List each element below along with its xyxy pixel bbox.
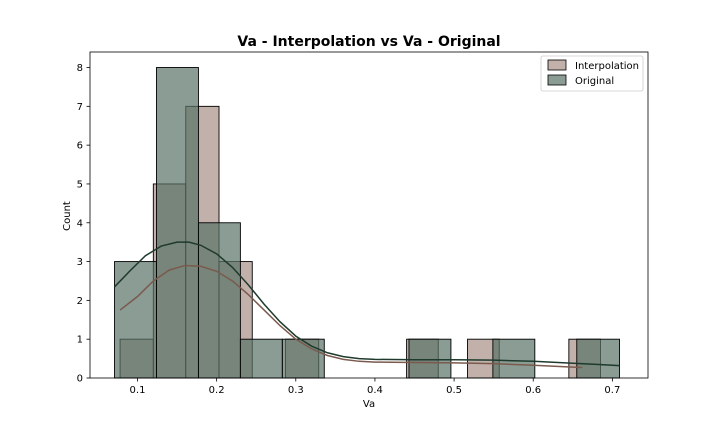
bar-original-5 [408,338,452,379]
bar-original-2 [197,222,241,379]
kde-line-original [114,241,620,367]
bar-original-7 [576,338,620,379]
bar-original-3 [239,338,283,379]
legend: Interpolation Original [540,55,644,92]
x-tick-label: 0.1 [130,385,146,396]
y-tick-label: 8 [77,63,83,74]
legend-swatch-original [547,74,567,86]
x-tick-label: 0.7 [604,385,620,396]
x-tick-label: 0.2 [209,385,225,396]
y-tick-label: 2 [77,296,83,307]
legend-label-interpolation: Interpolation [575,61,639,72]
y-axis: 0 1 2 3 4 5 6 7 8 [77,63,90,385]
bar-original-6 [492,338,536,379]
y-tick-label: 5 [77,179,83,190]
x-tick-label: 0.4 [367,385,383,396]
x-tick-label: 0.5 [446,385,462,396]
x-axis-label: Va [363,399,375,410]
plot-frame [89,51,649,379]
y-axis-label: Count [62,201,73,231]
y-tick-label: 0 [77,374,83,385]
legend-label-original: Original [575,76,614,87]
plot-kde [114,241,620,369]
kde-line-interpolation [119,264,583,369]
y-tick-label: 6 [77,141,83,152]
bar-original-1 [156,67,199,379]
y-tick-label: 7 [77,102,83,113]
legend-swatch-interpolation [547,59,567,71]
y-tick-label: 4 [77,218,83,229]
x-tick-label: 0.3 [288,385,304,396]
x-tick-label: 0.6 [525,385,541,396]
y-tick-label: 3 [77,257,83,268]
chart-title: Va - Interpolation vs Va - Original [237,34,500,50]
y-tick-label: 1 [77,335,83,346]
bar-original-0 [114,261,157,379]
plot-bars [114,67,620,379]
legend-frame [540,55,644,92]
x-axis: 0.1 0.2 0.3 0.4 0.5 0.6 0.7 [130,378,620,396]
bar-original-4 [281,338,325,379]
